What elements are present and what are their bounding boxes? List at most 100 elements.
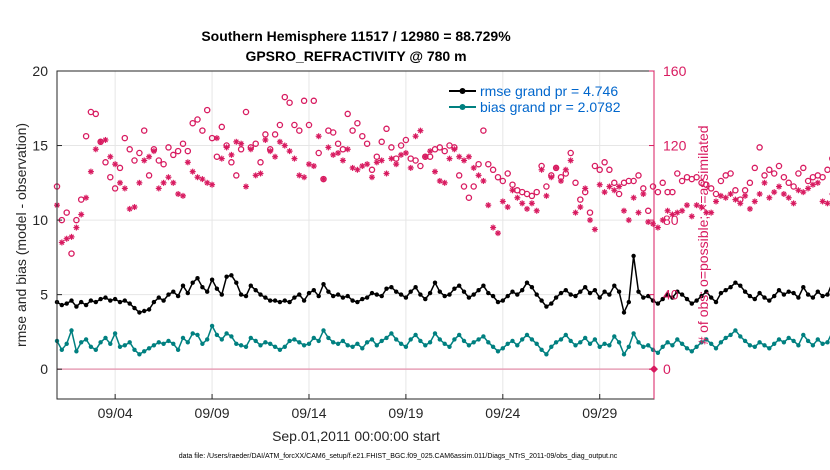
bias-point <box>340 338 346 344</box>
rmse-point <box>641 295 646 300</box>
possible-obs-point <box>397 142 405 149</box>
possible-obs-point <box>257 159 264 166</box>
bias-point <box>752 344 757 349</box>
rmse-point <box>292 295 297 300</box>
rmse-point <box>592 288 598 293</box>
possible-obs-point <box>281 93 289 101</box>
rmse-point <box>481 283 486 288</box>
assimilated-obs-point <box>722 194 729 201</box>
bias-point <box>578 340 583 345</box>
y-tick-label-right: 160 <box>663 63 687 79</box>
rmse-point <box>297 292 302 297</box>
assimilated-obs-point <box>717 192 724 199</box>
rmse-point <box>616 289 622 294</box>
rmse-point <box>709 295 714 300</box>
bias-point <box>379 338 384 344</box>
rmse-point <box>93 299 99 305</box>
rmse-point <box>820 293 825 299</box>
rmse-point <box>704 289 709 294</box>
bias-point <box>432 331 438 336</box>
bias-point <box>612 334 617 339</box>
assimilated-obs-point <box>422 153 429 160</box>
rmse-point <box>597 295 602 300</box>
assimilated-obs-point <box>184 159 191 166</box>
rmse-point <box>510 289 515 294</box>
rmse-point <box>742 289 748 294</box>
assimilated-obs-point <box>286 148 293 155</box>
possible-obs-point <box>242 108 250 116</box>
assimilated-obs-point <box>727 191 734 197</box>
rmse-point <box>815 289 820 294</box>
bias-point <box>670 343 675 348</box>
bias-point <box>59 347 64 352</box>
rmse-point <box>679 292 685 297</box>
bias-point <box>520 337 525 342</box>
rmse-point <box>268 298 273 303</box>
assimilated-obs-point <box>218 155 225 162</box>
possible-obs-point <box>121 134 129 142</box>
assimilated-obs-point <box>150 148 157 155</box>
possible-obs-point <box>107 173 114 181</box>
possible-obs-point <box>674 170 681 177</box>
assimilated-obs-point <box>213 135 220 142</box>
bias-point <box>122 343 128 348</box>
bias-point <box>263 340 268 345</box>
assimilated-obs-point <box>548 174 555 181</box>
possible-obs-point <box>504 170 511 177</box>
possible-obs-point <box>199 127 206 134</box>
bias-point <box>316 338 321 344</box>
assimilated-obs-point <box>305 161 312 168</box>
possible-obs-point <box>775 162 783 170</box>
assimilated-obs-point <box>272 153 279 160</box>
possible-obs-point <box>703 181 710 188</box>
assimilated-obs-point <box>528 200 535 207</box>
assimilated-obs-point <box>63 235 70 242</box>
assimilated-obs-point <box>257 170 264 177</box>
rmse-point <box>568 292 573 297</box>
rmse-point <box>476 288 481 293</box>
rmse-point <box>747 293 753 299</box>
rmse-point <box>132 305 137 311</box>
rmse-point <box>146 307 152 312</box>
assimilated-obs-point <box>58 239 65 246</box>
assimilated-obs-point <box>204 179 211 186</box>
bias-point <box>810 343 816 348</box>
assimilated-obs-point <box>199 176 206 183</box>
bias-point <box>389 331 394 336</box>
rmse-point <box>490 293 496 299</box>
bias-point <box>142 349 147 354</box>
assimilated-obs-point <box>805 185 812 192</box>
possible-obs-point <box>606 166 613 174</box>
rmse-point <box>306 290 312 296</box>
bias-point <box>272 344 278 349</box>
assimilated-obs-point <box>427 148 434 155</box>
possible-obs-point <box>485 160 492 168</box>
possible-obs-point <box>373 153 381 160</box>
rmse-point <box>311 288 316 293</box>
rmse-point <box>379 293 384 299</box>
bias-point <box>360 346 365 351</box>
assimilated-obs-point <box>688 213 695 220</box>
bias-point <box>747 343 753 348</box>
legend-bias-marker <box>459 104 466 110</box>
assimilated-obs-point <box>175 191 182 197</box>
bias-point <box>79 340 84 345</box>
rmse-point <box>520 288 525 293</box>
possible-obs-point <box>116 164 124 172</box>
assimilated-obs-point <box>635 209 642 216</box>
assimilated-obs-point <box>252 172 259 179</box>
possible-obs-point <box>378 138 385 146</box>
rmse-point <box>500 298 505 303</box>
bias-point <box>553 340 559 345</box>
possible-obs-point <box>300 97 308 105</box>
bias-point <box>88 344 94 349</box>
assimilated-obs-point <box>170 179 177 186</box>
bias-point <box>355 341 360 346</box>
bias-point <box>447 344 452 349</box>
possible-obs-point <box>145 172 153 179</box>
assimilated-obs-point <box>373 159 380 166</box>
assimilated-obs-point <box>785 194 792 201</box>
possible-obs-point <box>329 129 337 136</box>
bias-point <box>723 335 728 341</box>
assimilated-obs-point <box>461 157 468 164</box>
